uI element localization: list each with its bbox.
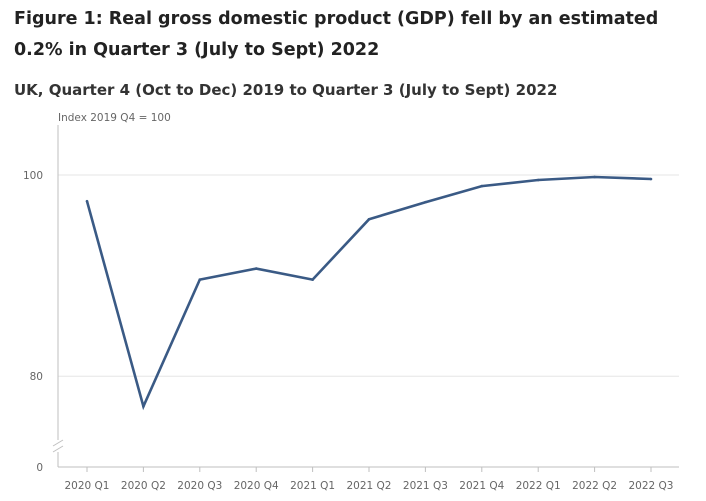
y-tick-label: 0 [36, 462, 43, 474]
x-tick-labels: 2020 Q1 2020 Q2 2020 Q3 2020 Q4 2021 Q1 2021 … [64, 480, 673, 492]
axes [52, 125, 679, 472]
chart-title: Figure 1: Real gross domestic product (G… [14, 9, 659, 60]
y-axis-unit-label: Index 2019 Q4 = 100 [58, 112, 171, 124]
chart-subtitle: UK, Quarter 4 (Oct to Dec) 2019 to Quart… [14, 81, 558, 99]
x-tick-label: 2021 Q1 [290, 480, 335, 492]
y-tick-label: 80 [30, 371, 43, 383]
data-point [536, 178, 540, 182]
x-tick-label: 2020 Q4 [234, 480, 279, 492]
x-tick-label: 2020 Q1 [64, 480, 109, 492]
data-point [85, 199, 89, 203]
x-tick-label: 2022 Q3 [628, 480, 673, 492]
data-point [424, 200, 427, 204]
data-point [480, 184, 484, 188]
data-point [649, 177, 653, 181]
data-point [142, 405, 145, 408]
data-point [198, 278, 202, 281]
x-tick-label: 2020 Q3 [177, 480, 222, 492]
axis-break-mark-lower [52, 445, 64, 453]
x-tick-label: 2021 Q3 [403, 480, 448, 492]
axis-break-mark-upper [52, 439, 64, 447]
y-tick-labels: 100 80 0 [23, 170, 43, 474]
data-point [367, 217, 371, 221]
y-tick-label: 100 [23, 170, 43, 182]
x-tick-label: 2021 Q4 [459, 480, 504, 492]
x-tick-label: 2022 Q1 [516, 480, 561, 492]
gridlines [58, 174, 679, 377]
data-point [593, 175, 596, 179]
series-layer [85, 175, 653, 411]
data-point [254, 267, 258, 270]
x-tick-label: 2022 Q2 [572, 480, 617, 492]
series-line-0 [85, 175, 652, 411]
unit-label-backdrop [52, 110, 202, 124]
x-tick-label: 2020 Q2 [121, 480, 166, 492]
data-point [311, 278, 314, 281]
x-tick-label: 2021 Q2 [346, 480, 391, 492]
